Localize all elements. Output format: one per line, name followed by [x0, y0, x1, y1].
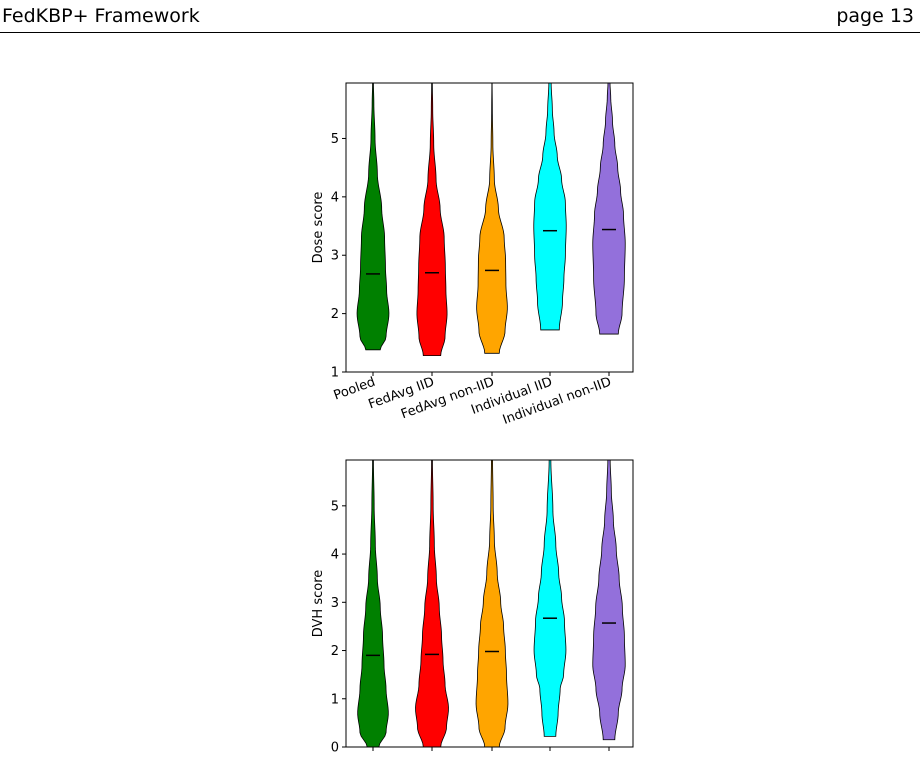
y-tick-label-4: 5	[331, 132, 339, 147]
y-tick-label-3: 4	[331, 190, 339, 205]
y-axis-label: Dose score	[311, 192, 326, 264]
violin-1	[356, 82, 390, 351]
page-header: FedKBP+ Framework page 13	[0, 0, 920, 34]
y-tick-label-3: 3	[331, 596, 339, 611]
header-title: FedKBP+ Framework	[2, 5, 200, 27]
y-tick-label-1: 2	[331, 307, 339, 322]
axes-frame	[345, 82, 634, 373]
y-tick-label-4: 4	[331, 548, 339, 563]
violin-2	[416, 82, 448, 357]
y-tick-label-2: 2	[331, 644, 339, 659]
y-tick-label-1: 1	[331, 692, 339, 707]
y-tick-label-2: 3	[331, 249, 339, 264]
violin-4	[533, 459, 567, 737]
y-tick-label-0: 1	[331, 366, 339, 381]
violin-3	[475, 459, 509, 748]
violin-5	[592, 459, 626, 741]
page-number: page 13	[836, 5, 914, 27]
violin-2	[415, 459, 449, 748]
violin-5	[592, 82, 626, 335]
y-tick-label-0: 0	[331, 741, 339, 756]
chart-2: 0 1 2 3 4 5 DVH score	[311, 459, 634, 756]
violin-4	[533, 82, 567, 331]
axes-frame	[345, 459, 634, 748]
y-axis-label: DVH score	[311, 570, 326, 638]
violin-1	[357, 459, 389, 748]
header-rule	[0, 32, 920, 33]
violin-3	[476, 82, 508, 354]
y-tick-label-5: 5	[331, 499, 339, 514]
